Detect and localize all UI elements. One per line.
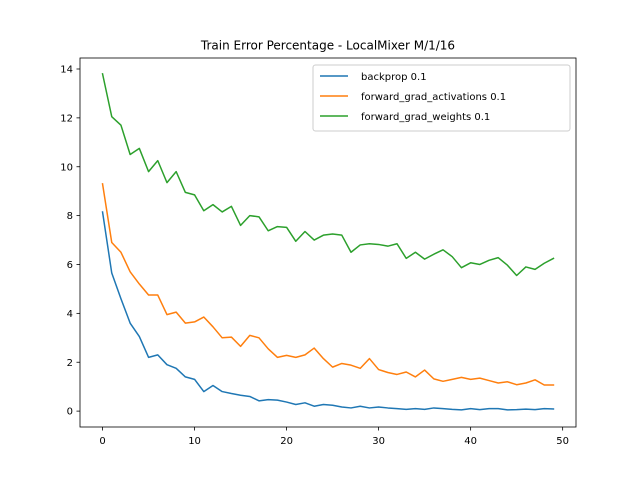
- x-tick-label: 40: [464, 436, 477, 447]
- series-line-1: [101, 182, 555, 386]
- y-tick-label: 4: [67, 309, 73, 320]
- y-tick-label: 14: [60, 65, 73, 76]
- y-tick-label: 2: [67, 358, 73, 369]
- x-tick-label: 20: [280, 436, 293, 447]
- y-tick-label: 12: [60, 113, 73, 124]
- plot-area: 0 10 20 30 40 50 0 2 4 6 8 10 12 14: [60, 57, 577, 447]
- x-tick-label: 10: [188, 436, 201, 447]
- x-tick-label: 30: [372, 436, 385, 447]
- y-tick-label: 0: [67, 407, 73, 418]
- y-tick-label: 6: [67, 260, 73, 271]
- legend-label-0: backprop 0.1: [361, 72, 427, 83]
- y-tick-label: 10: [60, 162, 73, 173]
- legend-label-2: forward_grad_weights 0.1: [361, 112, 490, 123]
- legend-label-1: forward_grad_activations 0.1: [361, 92, 506, 103]
- legend-frame: [312, 64, 571, 132]
- chart-title: Train Error Percentage - LocalMixer M/1/…: [200, 39, 455, 53]
- axes-frame: [79, 57, 577, 428]
- series-line-0: [101, 211, 555, 411]
- x-tick-label: 0: [99, 436, 105, 447]
- x-tick-label: 50: [556, 436, 569, 447]
- series-line-2: [101, 72, 555, 277]
- legend: backprop 0.1 forward_grad_activations 0.1…: [312, 64, 571, 132]
- y-tick-label: 8: [67, 211, 73, 222]
